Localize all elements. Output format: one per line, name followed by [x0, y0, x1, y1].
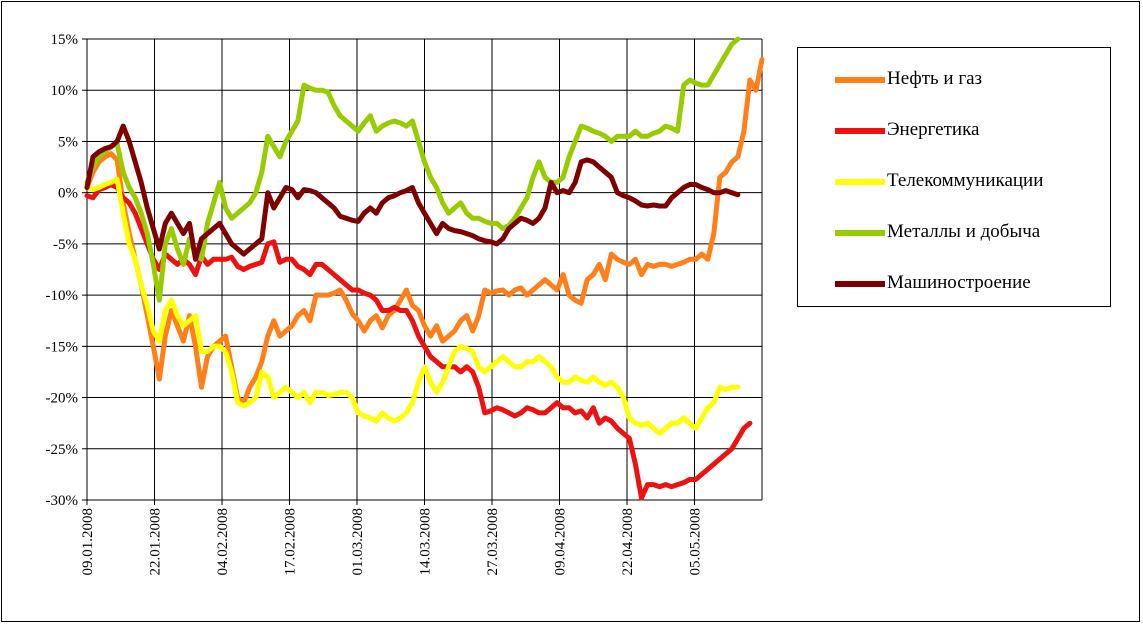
legend: Нефть и газ Энергетика Телекоммуникации …: [797, 47, 1111, 307]
y-tick-label: 5%: [58, 134, 78, 150]
y-tick-label: -25%: [46, 442, 79, 458]
y-tick-labels: 15% 10% 5% 0% -5% -10% -15% -20% -25% -30%: [46, 32, 79, 509]
x-tick-labels: 09.01.2008 22.01.2008 04.02.2008 17.02.2008…: [80, 508, 704, 576]
legend-item-oil-gas: Нефть и газ: [798, 64, 1110, 94]
y-tick-label: 10%: [51, 83, 79, 99]
x-tick-label: 22.01.2008: [148, 508, 164, 576]
x-tick-label: 01.03.2008: [350, 508, 366, 576]
series-lines: [84, 36, 765, 501]
y-tick-label: 0%: [58, 186, 78, 202]
series-line-1: [84, 182, 753, 501]
series-line-4: [84, 123, 741, 262]
x-tick-label: 14.03.2008: [418, 508, 434, 576]
legend-item-energy: Энергетика: [798, 115, 1110, 145]
y-tick-label: -30%: [46, 493, 79, 509]
x-tick-label: 22.04.2008: [620, 508, 636, 576]
x-tick-label: 09.04.2008: [553, 508, 569, 576]
x-tick-label: 04.02.2008: [215, 508, 231, 576]
x-tick-label: 17.02.2008: [283, 508, 299, 576]
legend-swatch: [835, 179, 885, 185]
legend-label: Металлы и добыча: [887, 221, 1041, 242]
legend-item-machinery: Машиностроение: [798, 268, 1110, 298]
y-tick-label: -10%: [46, 288, 79, 304]
series-line-0: [84, 57, 765, 406]
series-line-2: [84, 176, 741, 436]
y-tick-label: 15%: [51, 32, 79, 48]
legend-item-metals-mining: Металлы и добыча: [798, 217, 1110, 247]
legend-swatch: [835, 281, 885, 287]
series-line-3: [84, 36, 741, 303]
legend-item-telecom: Телекоммуникации: [798, 166, 1110, 196]
axes: [82, 38, 762, 505]
legend-swatch: [835, 230, 885, 236]
legend-label: Энергетика: [887, 119, 980, 140]
y-tick-label: -20%: [46, 391, 79, 407]
legend-label: Телекоммуникации: [887, 170, 1044, 191]
y-tick-label: -5%: [53, 237, 78, 253]
x-tick-label: 09.01.2008: [80, 508, 96, 576]
legend-swatch: [835, 77, 885, 83]
legend-label: Машиностроение: [887, 272, 1031, 293]
y-tick-label: -15%: [46, 339, 79, 355]
x-tick-label: 27.03.2008: [485, 508, 501, 576]
legend-label: Нефть и газ: [887, 68, 983, 89]
legend-swatch: [835, 128, 885, 134]
x-tick-label: 05.05.2008: [688, 508, 704, 576]
